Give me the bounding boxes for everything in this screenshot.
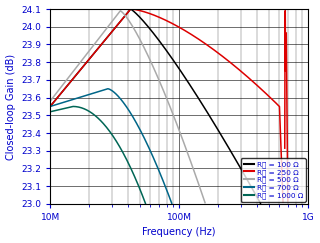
- Legend: R₟ = 100 Ω, R₟ = 250 Ω, R₟ = 500 Ω, R₟ = 700 Ω, R₟ = 1000 Ω: R₟ = 100 Ω, R₟ = 250 Ω, R₟ = 500 Ω, R₟ =…: [241, 158, 306, 202]
- X-axis label: Frequency (Hz): Frequency (Hz): [142, 227, 216, 237]
- Y-axis label: Closed-loop Gain (dB): Closed-loop Gain (dB): [5, 53, 16, 159]
